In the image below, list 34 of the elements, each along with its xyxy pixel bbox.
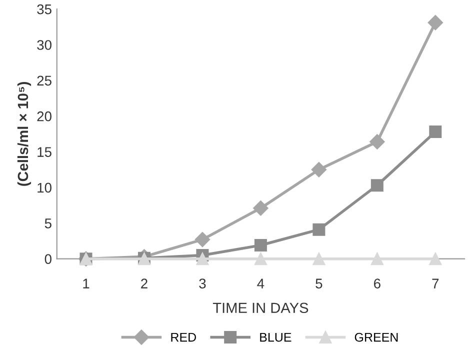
x-axis-title: TIME IN DAYS [212, 302, 308, 314]
point [370, 134, 385, 150]
x-tick-label: 7 [432, 278, 439, 288]
x-tick-label: 5 [316, 278, 322, 288]
y-axis-title: (Cells/ml × 10⁵) [17, 82, 32, 186]
point [370, 179, 384, 192]
x-tick-label: 3 [199, 278, 206, 288]
point [429, 252, 442, 266]
legend-label: GREEN [354, 332, 398, 342]
point [312, 252, 326, 266]
y-tick-label: 15 [38, 147, 52, 157]
y-tick-label: 35 [37, 4, 52, 14]
y-tick-label: 5 [44, 218, 52, 228]
point [429, 126, 442, 138]
y-tick-label: 10 [38, 182, 52, 193]
point [312, 223, 326, 236]
point [253, 200, 268, 216]
point [254, 252, 267, 266]
point [311, 162, 327, 178]
legend-label: BLUE [260, 332, 292, 342]
point [370, 252, 384, 266]
point [194, 232, 210, 248]
x-tick-label: 2 [141, 278, 148, 288]
legend-label: RED [171, 332, 196, 342]
point [254, 239, 267, 252]
y-tick-label: 30 [37, 40, 52, 50]
y-tick-label: 20 [37, 111, 52, 122]
x-tick-label: 6 [374, 278, 380, 288]
x-tick-label: 4 [257, 278, 264, 288]
point [196, 252, 209, 266]
point [428, 15, 443, 30]
x-tick-label: 1 [83, 278, 90, 288]
y-tick-label: 25 [37, 76, 52, 86]
y-tick-label: 0 [44, 254, 52, 264]
